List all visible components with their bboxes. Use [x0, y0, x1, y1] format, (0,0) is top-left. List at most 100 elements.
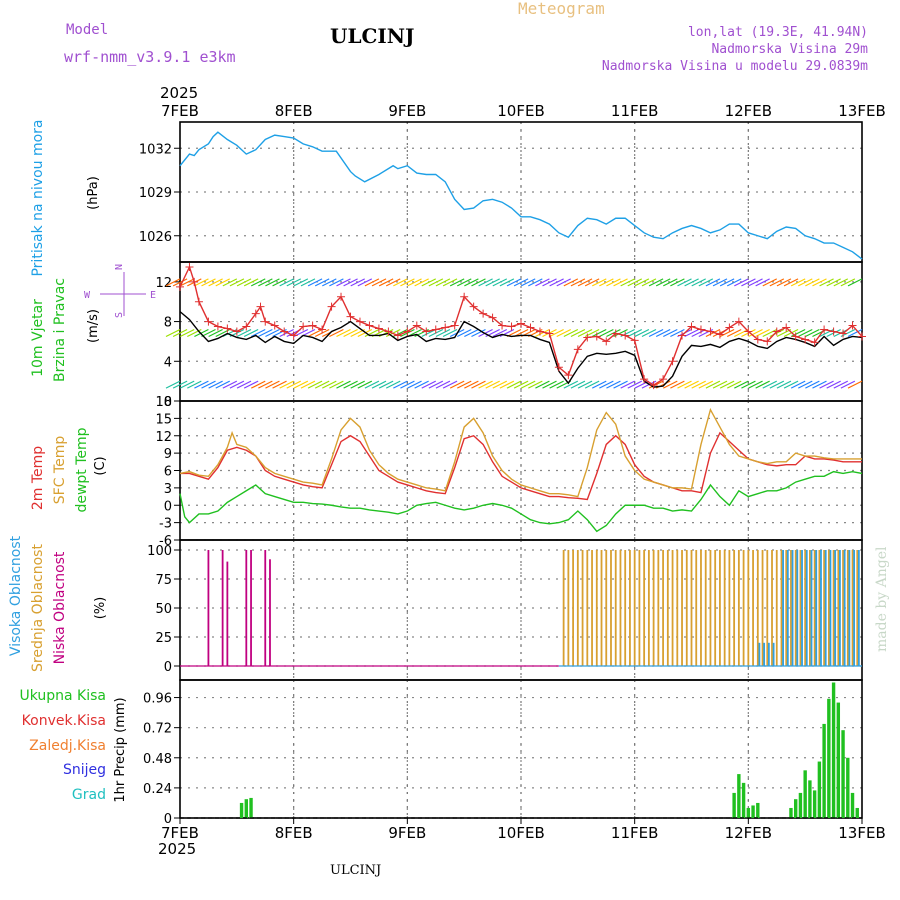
wind-barb — [300, 278, 316, 287]
wind-barb — [776, 380, 792, 389]
wind-barb — [222, 278, 238, 287]
wind-barb — [847, 278, 863, 287]
wind-barb — [549, 278, 564, 287]
wind-barb — [570, 380, 586, 389]
wind-barb — [641, 328, 657, 338]
x-axis-top: 7FEB 8FEB 9FEB 10FEB 11FEB 12FEB 13FEB — [161, 102, 886, 120]
x-axis-bottom: 7FEB 8FEB 9FEB 10FEB 11FEB 12FEB 13FEB — [161, 818, 886, 842]
wind-barb — [556, 278, 571, 287]
wind-units: (m/s) — [86, 309, 101, 343]
bar-visoka — [763, 642, 766, 666]
wind-barb — [663, 278, 678, 287]
bar-visoka — [834, 550, 837, 666]
y-tick-label: 0.24 — [143, 782, 172, 797]
wind-barb — [293, 278, 309, 287]
gust-marker — [308, 321, 317, 330]
bar-srednja — [700, 550, 702, 666]
wind-barb — [201, 278, 216, 287]
wind-barb — [407, 380, 422, 389]
wind-barb — [236, 328, 252, 338]
wind-barb — [307, 380, 323, 389]
gust-marker — [431, 325, 440, 334]
bar-ukupna-kisa — [846, 757, 850, 818]
wind-barb — [542, 380, 557, 389]
wind-barb — [357, 278, 373, 287]
wind-barb — [812, 278, 827, 287]
wind-barb — [577, 278, 593, 287]
x-tick-label-top: 7FEB — [161, 102, 199, 120]
gust-marker — [498, 321, 507, 330]
bar-srednja — [614, 550, 617, 666]
wind-barb — [265, 328, 280, 338]
wind-barb — [215, 380, 230, 389]
wind-barb — [449, 380, 465, 389]
y-tick-label: -3 — [159, 517, 172, 532]
bar-visoka — [767, 642, 770, 666]
wind-barb — [329, 328, 344, 338]
wind-barb — [279, 278, 294, 287]
pressure-units: (hPa) — [86, 176, 101, 210]
bar-visoka — [805, 550, 808, 666]
bar-srednja — [780, 550, 783, 666]
wind-barb — [165, 328, 181, 338]
temp-units: (C) — [93, 456, 108, 475]
wind-barb — [471, 380, 486, 389]
bar-srednja — [647, 550, 650, 666]
x-tick-label-bottom: 12FEB — [725, 824, 772, 842]
bar-srednja — [633, 550, 636, 666]
wind-barb — [343, 380, 358, 389]
gust-marker — [261, 317, 270, 326]
bar-srednja — [643, 550, 646, 666]
station-title: ULCINJ — [330, 24, 415, 48]
series-mslp — [179, 131, 863, 260]
bar-visoka — [853, 550, 856, 666]
wind-barb — [783, 278, 799, 287]
bar-srednja — [610, 550, 612, 666]
precip-graupel-label: Grad — [72, 787, 106, 803]
altitude-label: Nadmorska Visina 29m — [711, 42, 868, 57]
wind-barb — [783, 380, 799, 389]
panel-wind: 0 4 8 12 — [155, 261, 866, 410]
bar-srednja — [704, 550, 707, 666]
product-title: Meteogram — [518, 0, 605, 18]
gust-marker — [251, 309, 260, 318]
bar-ukupna-kisa — [746, 807, 751, 818]
wind-barb — [790, 328, 806, 338]
series-dewpt-temp — [179, 470, 863, 533]
bar-srednja — [756, 550, 759, 666]
wind-barb — [343, 278, 358, 287]
wind-barb — [435, 328, 451, 338]
wind-barb — [620, 380, 635, 389]
gust-marker — [393, 331, 402, 340]
wind-barb — [798, 278, 813, 287]
wind-barb — [684, 278, 699, 287]
series-speed — [179, 311, 863, 388]
wind-barb — [542, 278, 557, 287]
bar-srednja — [662, 550, 664, 666]
wind-barb — [442, 380, 458, 389]
gust-marker — [280, 327, 289, 336]
wind-barb — [229, 278, 245, 287]
x-tick-label-bottom: 13FEB — [838, 824, 885, 842]
wind-compass-icon: N S W E — [84, 264, 156, 318]
x-tick-label-top: 9FEB — [388, 102, 426, 120]
wind-barb — [670, 380, 685, 389]
gust-marker — [678, 331, 687, 340]
cloud-units: (%) — [93, 597, 108, 620]
wind-barb — [734, 380, 749, 389]
bar-srednja — [785, 550, 788, 666]
panel-precip: 0 0.24 0.48 0.72 0.96 — [143, 679, 863, 827]
wind-barb — [457, 380, 472, 389]
bar-visoka — [796, 550, 799, 666]
bar-srednja — [572, 550, 574, 666]
gust-marker — [687, 322, 696, 331]
wind-barb — [187, 328, 202, 338]
wind-barb — [179, 278, 195, 287]
wind-barb — [535, 380, 550, 389]
wind-barb — [563, 328, 579, 338]
gust-marker — [744, 327, 753, 336]
wind-barb — [393, 380, 408, 389]
x-tick-label-bottom: 7FEB — [161, 824, 199, 842]
wind-barb — [769, 380, 785, 389]
gust-marker — [242, 322, 251, 331]
